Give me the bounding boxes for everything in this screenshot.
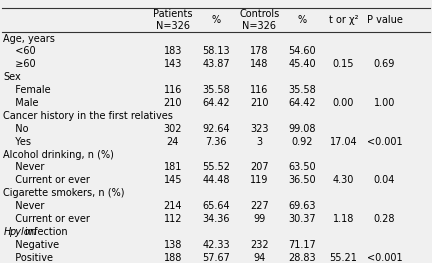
Text: 43.87: 43.87 (202, 59, 230, 69)
Text: %: % (211, 15, 221, 25)
Text: 1.00: 1.00 (374, 98, 395, 108)
Text: 64.42: 64.42 (202, 98, 230, 108)
Text: pylori: pylori (10, 227, 37, 237)
Text: t or χ²: t or χ² (329, 15, 358, 25)
Text: Never: Never (9, 162, 44, 173)
Text: Patients
N=326: Patients N=326 (153, 9, 193, 31)
Text: Cancer history in the first relatives: Cancer history in the first relatives (3, 111, 173, 121)
Text: 148: 148 (250, 59, 268, 69)
Text: 214: 214 (164, 201, 182, 211)
Text: <60: <60 (9, 46, 35, 57)
Text: Current or ever: Current or ever (9, 175, 89, 185)
Text: 227: 227 (250, 201, 269, 211)
Text: <0.001: <0.001 (367, 252, 402, 263)
Text: Never: Never (9, 201, 44, 211)
Text: 63.50: 63.50 (289, 162, 316, 173)
Text: No: No (9, 124, 28, 134)
Text: 210: 210 (250, 98, 268, 108)
Text: 36.50: 36.50 (289, 175, 316, 185)
Text: ≥60: ≥60 (9, 59, 35, 69)
Text: Female: Female (9, 85, 50, 95)
Text: 0.00: 0.00 (333, 98, 354, 108)
Text: 138: 138 (164, 240, 182, 250)
Text: 45.40: 45.40 (289, 59, 316, 69)
Text: 71.17: 71.17 (289, 240, 316, 250)
Text: 58.13: 58.13 (202, 46, 230, 57)
Text: <0.001: <0.001 (367, 136, 402, 147)
Text: 0.15: 0.15 (333, 59, 354, 69)
Text: Male: Male (9, 98, 38, 108)
Text: 178: 178 (250, 46, 268, 57)
Text: 99: 99 (253, 214, 265, 224)
Text: 232: 232 (250, 240, 269, 250)
Text: 30.37: 30.37 (289, 214, 316, 224)
Text: 64.42: 64.42 (289, 98, 316, 108)
Text: 0.92: 0.92 (292, 136, 313, 147)
Text: 35.58: 35.58 (289, 85, 316, 95)
Text: 323: 323 (250, 124, 268, 134)
Text: 143: 143 (164, 59, 182, 69)
Text: P value: P value (366, 15, 403, 25)
Text: 24: 24 (167, 136, 179, 147)
Text: 42.33: 42.33 (202, 240, 230, 250)
Text: 0.04: 0.04 (374, 175, 395, 185)
Text: 34.36: 34.36 (202, 214, 230, 224)
Text: 55.21: 55.21 (330, 252, 357, 263)
Text: Negative: Negative (9, 240, 59, 250)
Text: 4.30: 4.30 (333, 175, 354, 185)
Text: Sex: Sex (3, 72, 21, 82)
Text: 210: 210 (164, 98, 182, 108)
Text: 99.08: 99.08 (289, 124, 316, 134)
Text: 7.36: 7.36 (205, 136, 227, 147)
Text: 55.52: 55.52 (202, 162, 230, 173)
Text: 57.67: 57.67 (202, 252, 230, 263)
Text: 69.63: 69.63 (289, 201, 316, 211)
Text: 119: 119 (250, 175, 268, 185)
Text: 54.60: 54.60 (289, 46, 316, 57)
Text: Alcohol drinking, n (%): Alcohol drinking, n (%) (3, 149, 114, 160)
Text: 112: 112 (164, 214, 182, 224)
Text: infection: infection (22, 227, 68, 237)
Text: 302: 302 (164, 124, 182, 134)
Text: 92.64: 92.64 (202, 124, 230, 134)
Text: 188: 188 (164, 252, 182, 263)
Text: Positive: Positive (9, 252, 53, 263)
Text: 183: 183 (164, 46, 182, 57)
Text: 3: 3 (256, 136, 262, 147)
Text: 145: 145 (164, 175, 182, 185)
Text: 207: 207 (250, 162, 269, 173)
Text: 65.64: 65.64 (202, 201, 230, 211)
Text: Cigarette smokers, n (%): Cigarette smokers, n (%) (3, 188, 125, 198)
Text: 94: 94 (253, 252, 265, 263)
Text: 0.69: 0.69 (374, 59, 395, 69)
Text: Current or ever: Current or ever (9, 214, 89, 224)
Text: 116: 116 (164, 85, 182, 95)
Text: 44.48: 44.48 (202, 175, 230, 185)
Text: Yes: Yes (9, 136, 31, 147)
Text: 28.83: 28.83 (289, 252, 316, 263)
Text: %: % (298, 15, 307, 25)
Text: H.: H. (3, 227, 14, 237)
Text: 35.58: 35.58 (202, 85, 230, 95)
Text: 116: 116 (250, 85, 268, 95)
Text: 17.04: 17.04 (330, 136, 357, 147)
Text: Age, years: Age, years (3, 33, 55, 44)
Text: 1.18: 1.18 (333, 214, 354, 224)
Text: 0.28: 0.28 (374, 214, 395, 224)
Text: Controls
N=326: Controls N=326 (239, 9, 280, 31)
Text: 181: 181 (164, 162, 182, 173)
